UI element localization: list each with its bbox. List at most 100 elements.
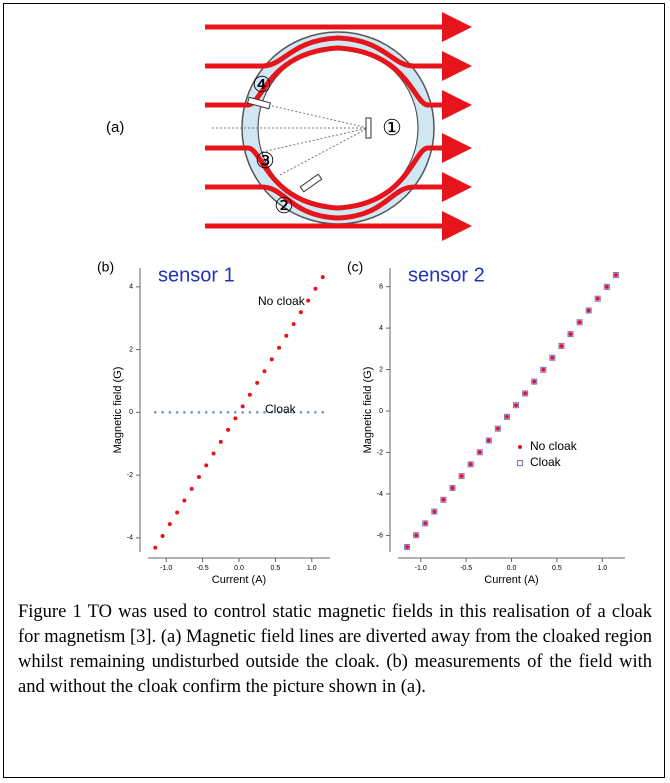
data-point xyxy=(212,411,215,414)
data-point xyxy=(204,463,209,468)
panel-label: (b) xyxy=(97,259,114,275)
sensor-label: ③ xyxy=(255,148,275,173)
y-tick-label: 4 xyxy=(129,284,133,291)
y-tick-label: -2 xyxy=(127,472,133,479)
y-axis-label: Magnetic field (G) xyxy=(362,367,374,454)
sensor-label: ① xyxy=(382,115,402,140)
x-tick-label: 1.0 xyxy=(597,565,607,572)
x-tick-label: 0.0 xyxy=(507,565,517,572)
data-point xyxy=(550,355,555,360)
data-point xyxy=(586,308,591,313)
figure: (a) ① ② ③ ④ (b) sensor 1 -4 -2 0 2 4 -1.0 -0.5 0.… xyxy=(97,12,625,586)
data-point xyxy=(263,411,266,414)
data-point xyxy=(532,379,537,384)
cloak-diagram: (a) ① ② ③ ④ xyxy=(106,12,472,241)
y-tick-label: 2 xyxy=(379,366,383,373)
data-point xyxy=(255,411,259,414)
data-point xyxy=(568,332,573,337)
data-point xyxy=(559,343,564,348)
y-tick-label: -6 xyxy=(377,532,383,539)
data-point xyxy=(262,369,267,374)
data-point xyxy=(458,473,465,480)
data-point xyxy=(277,345,282,350)
data-point xyxy=(175,411,179,414)
data-point xyxy=(160,533,165,538)
x-tick-label: 0.5 xyxy=(271,565,281,572)
figure-frame xyxy=(3,3,665,778)
data-point xyxy=(248,411,252,414)
data-point xyxy=(270,411,274,414)
data-point xyxy=(204,411,208,414)
legend-marker xyxy=(518,445,522,449)
data-point xyxy=(531,378,538,385)
data-point xyxy=(422,520,429,527)
caption: Figure 1 TO was used to control static m… xyxy=(18,602,652,697)
data-point xyxy=(306,298,311,303)
data-point xyxy=(241,411,244,414)
data-point xyxy=(247,392,252,397)
y-tick-label: -4 xyxy=(377,491,383,498)
data-point xyxy=(285,411,288,414)
data-point xyxy=(522,390,529,397)
x-tick-label: 0.0 xyxy=(234,565,244,572)
data-point xyxy=(190,411,193,414)
panel-label: (a) xyxy=(106,119,124,136)
data-point xyxy=(211,451,216,456)
panel-label: (c) xyxy=(347,259,363,275)
data-point xyxy=(513,402,520,409)
data-point xyxy=(183,411,186,414)
data-point xyxy=(440,496,447,503)
data-point xyxy=(234,411,237,414)
data-point xyxy=(577,320,582,325)
annotation: Cloak xyxy=(265,402,297,416)
annotation: No cloak xyxy=(258,294,306,308)
y-tick-label: 2 xyxy=(129,346,133,353)
data-point xyxy=(189,486,194,491)
data-point xyxy=(431,508,438,515)
data-point xyxy=(233,416,238,421)
x-tick-label: -0.5 xyxy=(197,565,209,572)
data-point xyxy=(485,437,492,444)
data-point xyxy=(540,366,547,373)
data-point xyxy=(423,521,428,526)
data-point xyxy=(226,427,231,432)
y-tick-label: 6 xyxy=(379,284,383,291)
data-point xyxy=(468,462,473,467)
y-tick-label: 0 xyxy=(129,409,133,416)
data-point xyxy=(612,272,619,279)
data-point xyxy=(414,533,419,538)
data-point xyxy=(523,391,528,396)
chart-title: sensor 2 xyxy=(408,264,485,286)
data-point xyxy=(197,411,201,414)
data-point xyxy=(432,509,437,514)
chart-title: sensor 1 xyxy=(158,264,235,286)
data-point xyxy=(459,474,464,479)
x-tick-label: 0.5 xyxy=(552,565,562,572)
data-point xyxy=(413,532,420,539)
x-tick-label: -1.0 xyxy=(415,565,427,572)
x-tick-label: -0.5 xyxy=(460,565,472,572)
legend-label: Cloak xyxy=(530,455,562,469)
data-point xyxy=(277,411,281,414)
legend-label: No cloak xyxy=(530,439,578,453)
y-tick-label: -2 xyxy=(377,449,383,456)
data-point xyxy=(404,544,411,551)
y-tick-label: 0 xyxy=(379,408,383,415)
data-point xyxy=(604,284,609,289)
data-point xyxy=(449,484,456,491)
data-point xyxy=(594,295,601,302)
data-point xyxy=(321,411,325,414)
data-point xyxy=(558,342,565,349)
data-point xyxy=(269,357,274,362)
data-point xyxy=(450,485,455,490)
x-tick-label: 1.0 xyxy=(307,565,317,572)
data-point xyxy=(503,413,510,420)
data-point xyxy=(182,498,187,503)
data-point xyxy=(292,411,295,414)
sensor-label: ② xyxy=(274,193,294,218)
data-point xyxy=(504,414,509,419)
data-point xyxy=(255,380,260,385)
y-axis-label: Magnetic field (G) xyxy=(112,367,124,454)
data-point xyxy=(494,425,501,432)
data-point xyxy=(153,545,158,550)
